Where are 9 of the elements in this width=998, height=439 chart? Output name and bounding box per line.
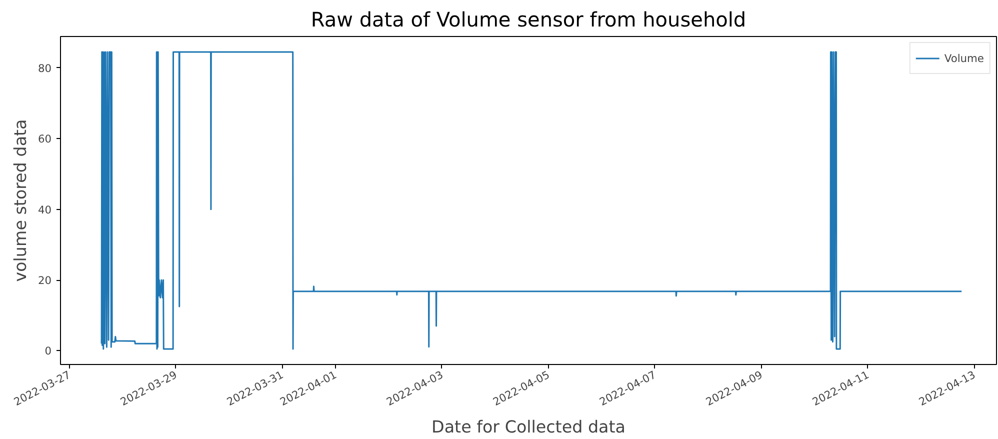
y-axis-title: volume stored data [10, 119, 30, 282]
y-tick-label: 60 [38, 132, 52, 146]
chart-title: Raw data of Volume sensor from household [310, 8, 746, 32]
x-axis-title: Date for Collected data [432, 417, 626, 436]
y-tick-label: 0 [44, 344, 52, 358]
y-tick-label: 20 [38, 274, 52, 288]
y-tick-label: 80 [38, 62, 52, 75]
y-tick-label: 40 [38, 203, 52, 216]
legend-label: Volume [944, 52, 984, 64]
